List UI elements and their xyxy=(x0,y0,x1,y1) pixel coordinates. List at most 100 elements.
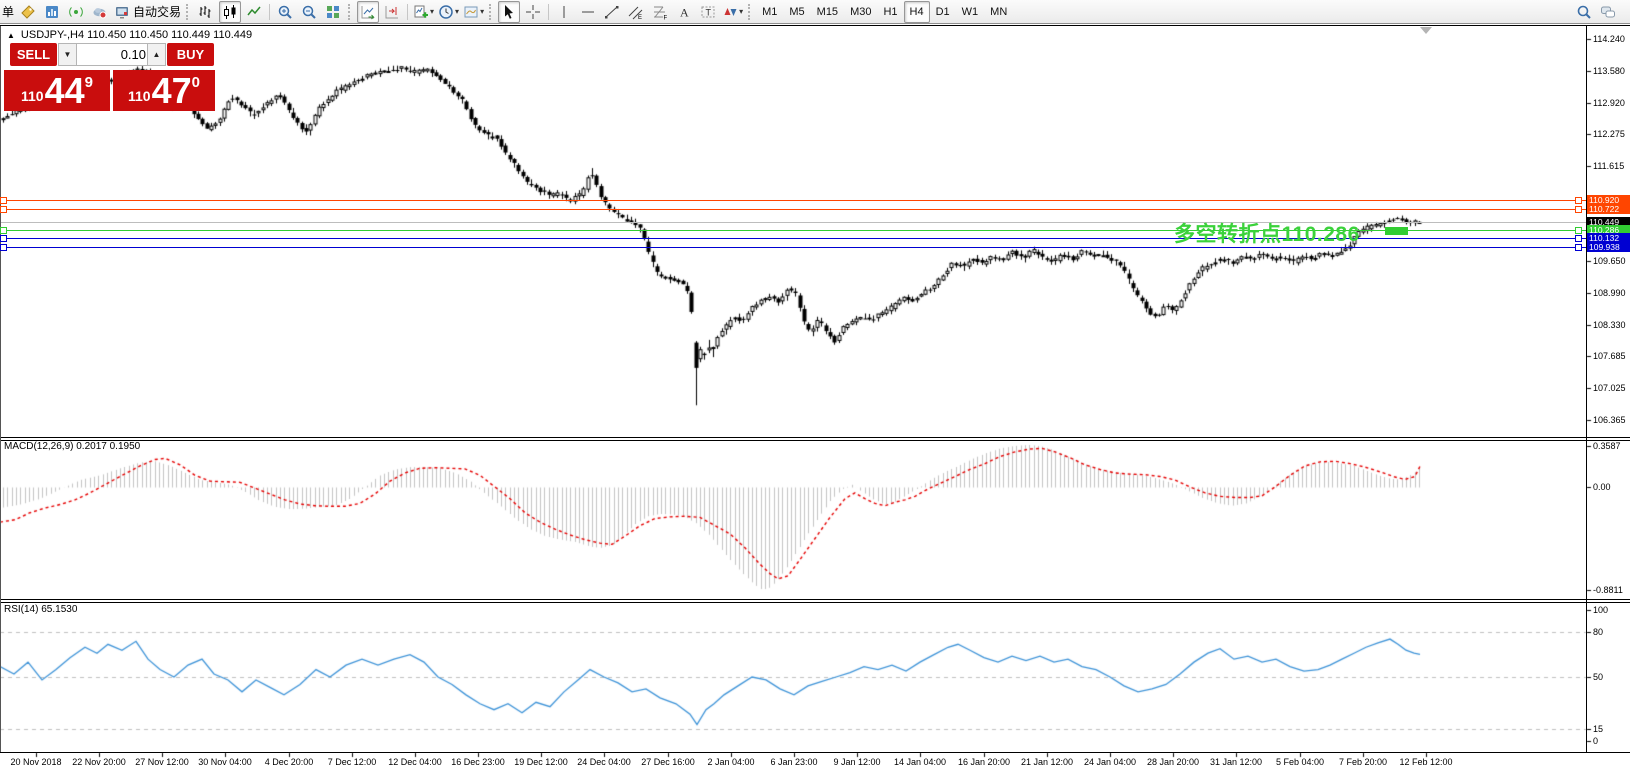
macd-indicator-label: MACD(12,26,9) 0.2017 0.1950 xyxy=(4,441,141,452)
zoom-out-icon[interactable] xyxy=(298,1,320,23)
line-handle-right[interactable] xyxy=(1575,206,1582,213)
buy-button[interactable]: BUY xyxy=(167,43,214,66)
signals-icon[interactable] xyxy=(65,1,87,23)
trendline-icon[interactable] xyxy=(601,1,623,23)
market-store-icon xyxy=(93,7,107,18)
chart-shift-icon[interactable] xyxy=(381,1,403,23)
rsi-tick-label: 100 xyxy=(1593,605,1609,615)
line-handle-left[interactable] xyxy=(0,197,7,204)
candlestick-chart-icon xyxy=(224,4,236,19)
toolbar-grip xyxy=(186,3,190,20)
fibonacci-icon[interactable]: F xyxy=(649,1,671,23)
rsi-tick-label: 0 xyxy=(1593,736,1599,746)
buy-price-button[interactable]: 110 47 0 xyxy=(113,70,215,111)
new-order-icon[interactable] xyxy=(17,1,39,23)
dropdown-arrow-icon[interactable]: ▾ xyxy=(739,7,744,16)
templates-icon[interactable]: ▾ xyxy=(462,1,485,23)
equidistant-channel-icon[interactable]: E xyxy=(625,1,647,23)
market-store-icon[interactable] xyxy=(89,1,111,23)
price-tick-label: 108.330 xyxy=(1593,319,1626,330)
text-label-icon[interactable]: T xyxy=(697,1,719,23)
sell-price-button[interactable]: 110 44 9 xyxy=(4,70,110,111)
time-tick-label: 22 Nov 20:00 xyxy=(72,757,126,767)
cursor-icon[interactable] xyxy=(498,0,521,23)
line-handle-right[interactable] xyxy=(1575,244,1582,251)
green-rect-object[interactable] xyxy=(1385,227,1408,235)
dropdown-arrow-icon[interactable]: ▾ xyxy=(480,7,485,16)
volume-increase-button[interactable]: ▲ xyxy=(147,43,166,66)
line-handle-right[interactable] xyxy=(1575,235,1582,242)
vertical-line-icon[interactable] xyxy=(553,1,575,23)
auto-scroll-icon[interactable] xyxy=(357,0,380,23)
text-icon[interactable]: A xyxy=(673,1,695,23)
volume-input[interactable]: 0.10 xyxy=(76,43,153,66)
dropdown-arrow-icon[interactable]: ▾ xyxy=(430,7,435,16)
horizontal-line-110.722[interactable] xyxy=(0,209,1586,210)
tile-windows-icon[interactable] xyxy=(322,1,344,23)
timeframe-m15[interactable]: M15 xyxy=(816,5,839,18)
time-tick-label: 27 Dec 16:00 xyxy=(641,757,695,767)
timeframe-w1[interactable]: W1 xyxy=(961,5,979,18)
horizontal-line-109.938[interactable] xyxy=(0,247,1586,248)
timeframe-m5[interactable]: M5 xyxy=(789,5,805,18)
dropdown-arrow-icon[interactable]: ▾ xyxy=(455,7,460,16)
price-tick-label: 112.920 xyxy=(1593,97,1625,108)
timeframe-mn[interactable]: MN xyxy=(990,5,1008,18)
candlestick-chart-icon[interactable] xyxy=(219,0,242,23)
price-tick-label: 108.990 xyxy=(1593,288,1626,298)
line-handle-right[interactable] xyxy=(1575,227,1582,234)
search-icon xyxy=(1577,5,1591,19)
sell-button[interactable]: SELL xyxy=(10,43,57,66)
collapse-panel-arrow[interactable]: ▲ xyxy=(7,31,15,40)
time-tick-label: 19 Dec 12:00 xyxy=(514,757,568,767)
timeframe-m30[interactable]: M30 xyxy=(850,5,872,18)
macd-rsi-separator[interactable] xyxy=(0,599,1630,600)
horizontal-line-110.920[interactable] xyxy=(0,200,1586,201)
timeframe-m1[interactable]: M1 xyxy=(762,5,778,18)
pivot-annotation-text[interactable]: 多空转折点110.286 xyxy=(1174,223,1360,246)
algo-trading-button xyxy=(116,6,129,18)
line-chart-icon[interactable] xyxy=(243,1,265,23)
periods-icon[interactable]: ▾ xyxy=(437,1,460,23)
line-handle-left[interactable] xyxy=(0,235,7,242)
time-tick-label: 9 Jan 12:00 xyxy=(833,757,881,767)
search-icon[interactable] xyxy=(1573,1,1595,23)
order-menu-text[interactable]: 单 xyxy=(2,5,15,19)
toolbar-separator xyxy=(407,3,409,20)
volume-decrease-button[interactable]: ▼ xyxy=(58,43,77,66)
horizontal-line-110.286[interactable] xyxy=(0,230,1586,231)
price-tick-label: 112.275 xyxy=(1593,129,1625,140)
time-tick-label: 30 Nov 04:00 xyxy=(198,757,252,767)
sell-price-big: 44 xyxy=(44,70,85,111)
horizontal-line-110.132[interactable] xyxy=(0,238,1586,239)
line-handle-left[interactable] xyxy=(0,227,7,234)
chat-icon[interactable] xyxy=(1597,1,1619,23)
algo-trading-button[interactable]: 自动交易 xyxy=(113,1,182,23)
vertical-line-icon xyxy=(563,5,565,18)
arrows-icon[interactable]: ▾ xyxy=(721,1,744,23)
line-handle-right[interactable] xyxy=(1575,197,1582,204)
bar-chart-icon[interactable] xyxy=(195,1,217,23)
market-watch-icon[interactable] xyxy=(41,1,63,23)
svg-text:F: F xyxy=(664,15,668,20)
timeframe-d1[interactable]: D1 xyxy=(935,5,950,18)
rsi-tick-label: 50 xyxy=(1593,672,1604,682)
timeframe-h4[interactable]: H4 xyxy=(903,0,930,23)
timeframe-h1[interactable]: H1 xyxy=(883,5,898,18)
line-handle-left[interactable] xyxy=(0,206,7,213)
fibonacci-icon: F xyxy=(654,6,668,20)
new-chart-icon[interactable]: ▾ xyxy=(412,1,435,23)
cursor-icon xyxy=(505,4,514,19)
horizontal-line-icon[interactable] xyxy=(577,1,599,23)
macd-tick-label: 0.3587 xyxy=(1593,441,1621,451)
price-level-tag: 110.132 xyxy=(1587,233,1630,243)
main-macd-separator[interactable] xyxy=(0,437,1630,438)
line-handle-left[interactable] xyxy=(0,244,7,251)
crosshair-icon[interactable] xyxy=(522,1,544,23)
tile-windows-icon xyxy=(327,5,340,18)
algo-trading-button-label: 自动交易 xyxy=(133,5,182,19)
zoom-in-icon[interactable] xyxy=(274,1,296,23)
market-watch-icon xyxy=(46,5,59,18)
